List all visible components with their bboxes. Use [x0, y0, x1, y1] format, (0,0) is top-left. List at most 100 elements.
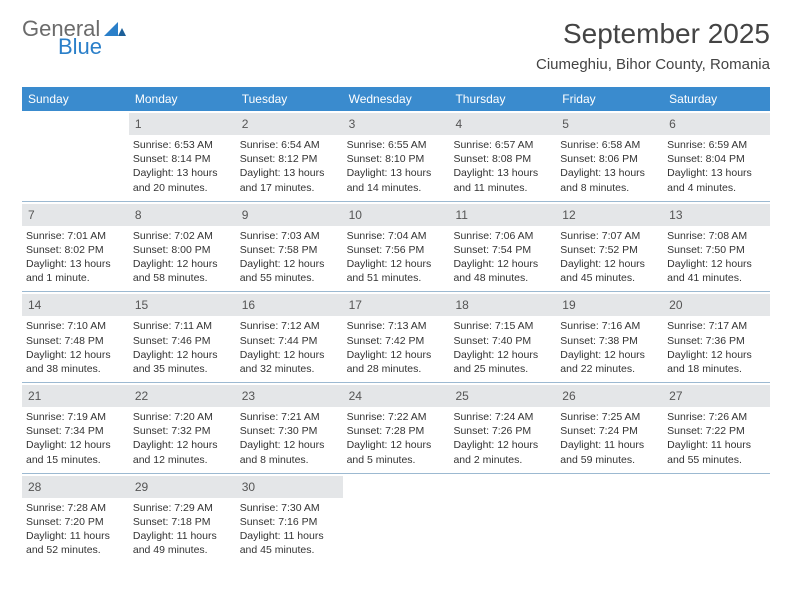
day-sunrise: Sunrise: 6:59 AM [667, 138, 766, 152]
day-day1: Daylight: 12 hours [26, 438, 125, 452]
day-day1: Daylight: 11 hours [560, 438, 659, 452]
day-cell: 19Sunrise: 7:16 AMSunset: 7:38 PMDayligh… [556, 292, 663, 382]
header: General Blue September 2025 Ciumeghiu, B… [22, 18, 770, 73]
day-sunset: Sunset: 7:24 PM [560, 424, 659, 438]
day-sunrise: Sunrise: 6:55 AM [347, 138, 446, 152]
day-sunset: Sunset: 7:22 PM [667, 424, 766, 438]
day-sunrise: Sunrise: 7:13 AM [347, 319, 446, 333]
day-sunset: Sunset: 7:34 PM [26, 424, 125, 438]
day-cell: 16Sunrise: 7:12 AMSunset: 7:44 PMDayligh… [236, 292, 343, 382]
day-number: 22 [135, 389, 148, 403]
dow-cell: Thursday [449, 87, 556, 111]
day-day1: Daylight: 12 hours [26, 348, 125, 362]
day-day1: Daylight: 13 hours [453, 166, 552, 180]
day-day2: and 2 minutes. [453, 453, 552, 467]
day-sunrise: Sunrise: 7:11 AM [133, 319, 232, 333]
day-day2: and 58 minutes. [133, 271, 232, 285]
title-block: September 2025 Ciumeghiu, Bihor County, … [536, 18, 770, 73]
logo-text-blue: Blue [58, 36, 126, 58]
day-number: 30 [242, 480, 255, 494]
day-day1: Daylight: 13 hours [133, 166, 232, 180]
day-day2: and 49 minutes. [133, 543, 232, 557]
day-sunrise: Sunrise: 7:20 AM [133, 410, 232, 424]
day-number: 25 [455, 389, 468, 403]
day-sunrise: Sunrise: 7:08 AM [667, 229, 766, 243]
day-day1: Daylight: 12 hours [347, 257, 446, 271]
day-sunrise: Sunrise: 7:19 AM [26, 410, 125, 424]
day-day2: and 41 minutes. [667, 271, 766, 285]
day-number: 19 [562, 298, 575, 312]
day-day1: Daylight: 12 hours [347, 348, 446, 362]
day-day1: Daylight: 12 hours [133, 348, 232, 362]
week-row: 14Sunrise: 7:10 AMSunset: 7:48 PMDayligh… [22, 292, 770, 383]
day-cell [556, 474, 663, 564]
day-sunrise: Sunrise: 7:16 AM [560, 319, 659, 333]
day-cell [663, 474, 770, 564]
day-sunrise: Sunrise: 7:01 AM [26, 229, 125, 243]
dow-cell: Sunday [22, 87, 129, 111]
calendar: SundayMondayTuesdayWednesdayThursdayFrid… [22, 87, 770, 563]
day-sunrise: Sunrise: 7:21 AM [240, 410, 339, 424]
day-sunset: Sunset: 7:16 PM [240, 515, 339, 529]
location: Ciumeghiu, Bihor County, Romania [536, 56, 770, 73]
day-cell: 5Sunrise: 6:58 AMSunset: 8:06 PMDaylight… [556, 111, 663, 201]
day-sunset: Sunset: 7:54 PM [453, 243, 552, 257]
day-day1: Daylight: 12 hours [133, 257, 232, 271]
day-cell [343, 474, 450, 564]
day-cell: 3Sunrise: 6:55 AMSunset: 8:10 PMDaylight… [343, 111, 450, 201]
day-day2: and 51 minutes. [347, 271, 446, 285]
day-number: 24 [349, 389, 362, 403]
day-day1: Daylight: 12 hours [347, 438, 446, 452]
day-number: 16 [242, 298, 255, 312]
day-sunset: Sunset: 8:10 PM [347, 152, 446, 166]
day-cell: 20Sunrise: 7:17 AMSunset: 7:36 PMDayligh… [663, 292, 770, 382]
day-number: 29 [135, 480, 148, 494]
day-day1: Daylight: 11 hours [667, 438, 766, 452]
day-cell: 27Sunrise: 7:26 AMSunset: 7:22 PMDayligh… [663, 383, 770, 473]
dow-cell: Friday [556, 87, 663, 111]
day-cell [449, 474, 556, 564]
day-number: 13 [669, 208, 682, 222]
day-sunrise: Sunrise: 7:22 AM [347, 410, 446, 424]
dow-cell: Tuesday [236, 87, 343, 111]
day-number: 6 [669, 117, 676, 131]
day-day2: and 48 minutes. [453, 271, 552, 285]
day-day1: Daylight: 12 hours [240, 257, 339, 271]
day-day1: Daylight: 12 hours [240, 348, 339, 362]
day-sunrise: Sunrise: 7:30 AM [240, 501, 339, 515]
day-cell: 17Sunrise: 7:13 AMSunset: 7:42 PMDayligh… [343, 292, 450, 382]
day-cell: 25Sunrise: 7:24 AMSunset: 7:26 PMDayligh… [449, 383, 556, 473]
day-cell [22, 111, 129, 201]
day-sunrise: Sunrise: 7:07 AM [560, 229, 659, 243]
day-cell: 4Sunrise: 6:57 AMSunset: 8:08 PMDaylight… [449, 111, 556, 201]
day-day1: Daylight: 12 hours [667, 348, 766, 362]
day-sunrise: Sunrise: 7:26 AM [667, 410, 766, 424]
day-number: 28 [28, 480, 41, 494]
day-day2: and 35 minutes. [133, 362, 232, 376]
week-row: 28Sunrise: 7:28 AMSunset: 7:20 PMDayligh… [22, 474, 770, 564]
day-sunrise: Sunrise: 7:12 AM [240, 319, 339, 333]
day-sunrise: Sunrise: 6:58 AM [560, 138, 659, 152]
day-number: 20 [669, 298, 682, 312]
day-day2: and 4 minutes. [667, 181, 766, 195]
day-sunset: Sunset: 7:40 PM [453, 334, 552, 348]
day-sunrise: Sunrise: 7:29 AM [133, 501, 232, 515]
day-day1: Daylight: 11 hours [240, 529, 339, 543]
day-sunset: Sunset: 7:28 PM [347, 424, 446, 438]
day-number: 3 [349, 117, 356, 131]
day-day1: Daylight: 13 hours [560, 166, 659, 180]
day-cell: 21Sunrise: 7:19 AMSunset: 7:34 PMDayligh… [22, 383, 129, 473]
day-day1: Daylight: 11 hours [133, 529, 232, 543]
day-cell: 23Sunrise: 7:21 AMSunset: 7:30 PMDayligh… [236, 383, 343, 473]
day-cell: 10Sunrise: 7:04 AMSunset: 7:56 PMDayligh… [343, 202, 450, 292]
day-day2: and 25 minutes. [453, 362, 552, 376]
day-sunset: Sunset: 7:52 PM [560, 243, 659, 257]
day-cell: 12Sunrise: 7:07 AMSunset: 7:52 PMDayligh… [556, 202, 663, 292]
day-sunset: Sunset: 7:56 PM [347, 243, 446, 257]
day-day2: and 32 minutes. [240, 362, 339, 376]
day-sunset: Sunset: 7:36 PM [667, 334, 766, 348]
day-day2: and 59 minutes. [560, 453, 659, 467]
day-sunrise: Sunrise: 7:28 AM [26, 501, 125, 515]
day-sunset: Sunset: 7:50 PM [667, 243, 766, 257]
day-sunset: Sunset: 8:00 PM [133, 243, 232, 257]
